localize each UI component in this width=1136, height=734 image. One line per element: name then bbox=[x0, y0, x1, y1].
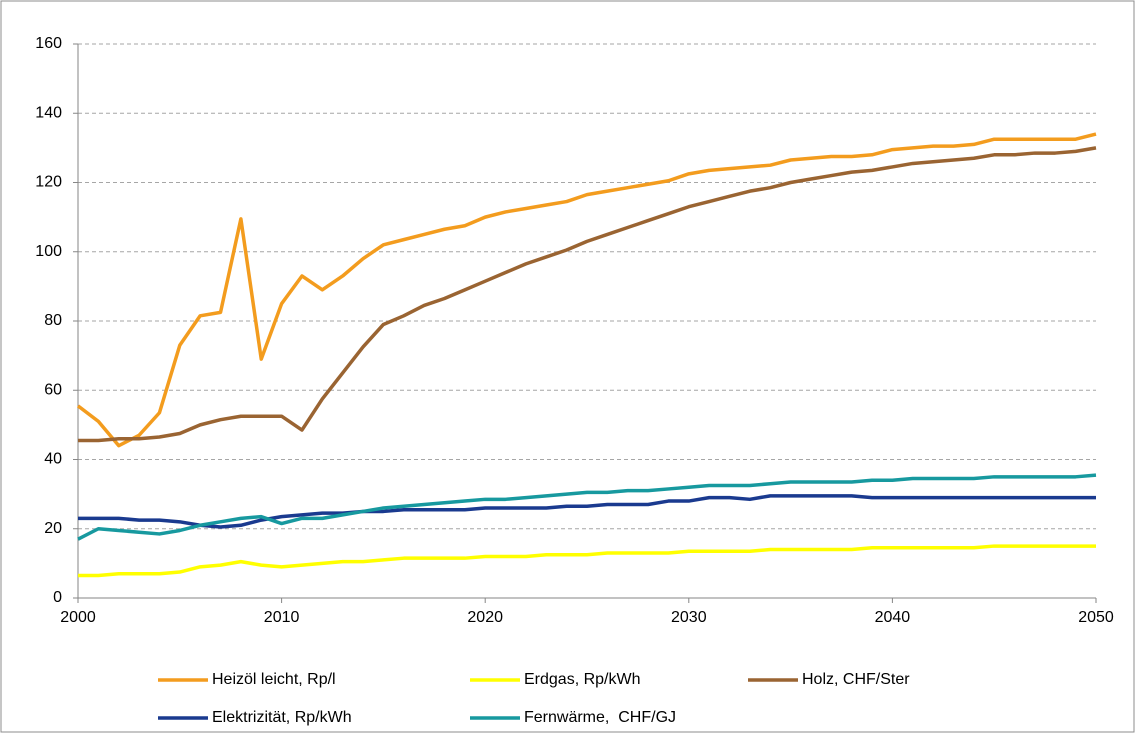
legend-label: Heizöl leicht, Rp/l bbox=[212, 671, 336, 688]
x-tick-label: 2010 bbox=[264, 609, 300, 626]
series-line bbox=[78, 544, 1096, 578]
y-tick-label: 20 bbox=[44, 520, 62, 537]
y-tick-label: 120 bbox=[35, 174, 62, 191]
y-tick-label: 80 bbox=[44, 312, 62, 329]
y-tick-label: 100 bbox=[35, 243, 62, 260]
y-tick-label: 140 bbox=[35, 104, 62, 121]
x-tick-label: 2030 bbox=[671, 609, 707, 626]
legend-label: Fernwärme, CHF/GJ bbox=[524, 709, 676, 726]
legend-label: Erdgas, Rp/kWh bbox=[524, 671, 640, 688]
series-line bbox=[78, 146, 1097, 443]
x-tick-label: 2040 bbox=[875, 609, 911, 626]
y-tick-label: 60 bbox=[44, 381, 62, 398]
y-tick-label: 0 bbox=[53, 589, 62, 606]
legend-label: Holz, CHF/Ster bbox=[802, 671, 910, 688]
series-line bbox=[77, 473, 1097, 541]
y-tick-label: 40 bbox=[44, 451, 62, 468]
legend: Heizöl leicht, Rp/l Erdgas, Rp/kWh Holz, C… bbox=[158, 671, 910, 726]
x-tick-label: 2020 bbox=[467, 609, 503, 626]
series-line bbox=[76, 132, 1097, 448]
legend-label: Elektrizität, Rp/kWh bbox=[212, 709, 352, 726]
x-tick-label: 2050 bbox=[1078, 609, 1114, 626]
y-tick-label: 160 bbox=[35, 35, 62, 52]
x-tick-label: 2000 bbox=[60, 609, 96, 626]
series-line bbox=[78, 494, 1096, 529]
